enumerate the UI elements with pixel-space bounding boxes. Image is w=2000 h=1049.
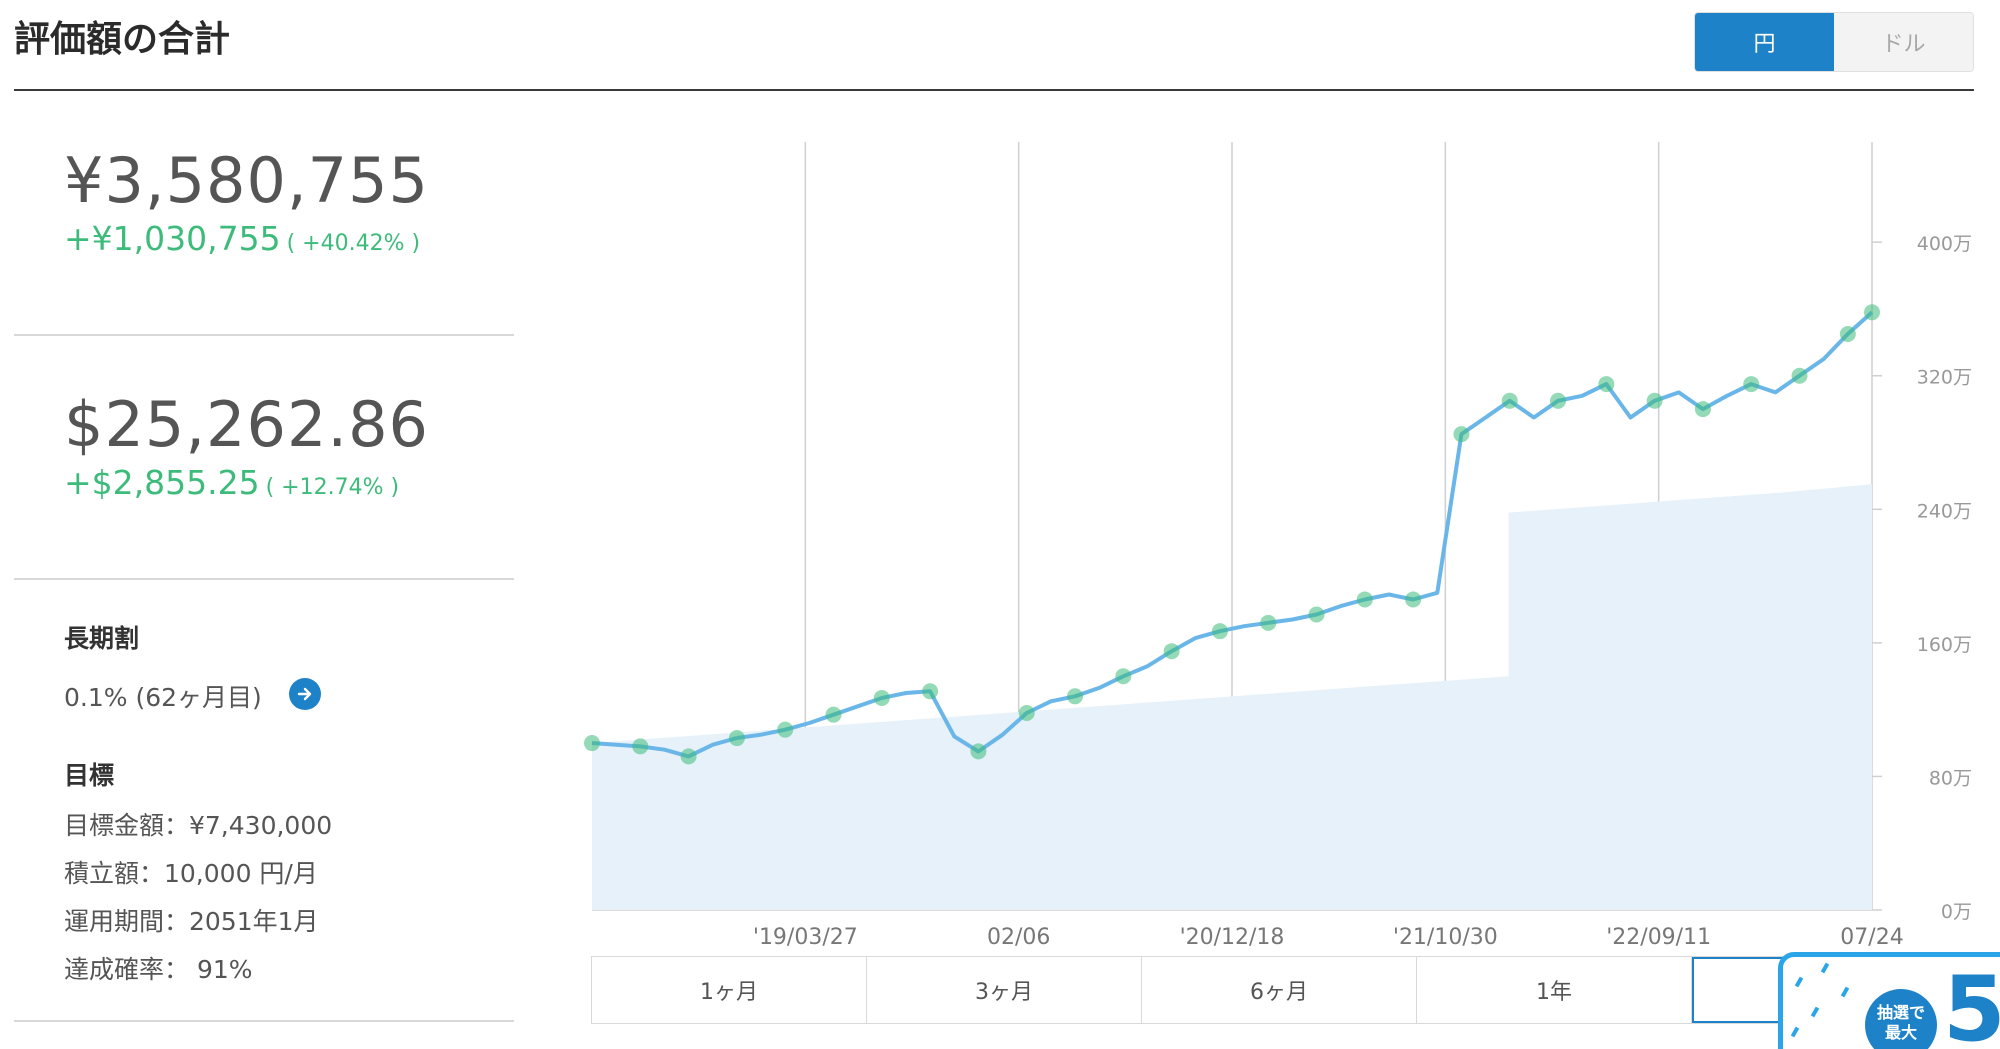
usd-gain: +$2,855.25( +12.74% ) (64, 463, 429, 502)
valuation-chart: '19/03/27 02/06 '20/12/18 '21/10/30 '22/09/1… (560, 130, 2000, 950)
trade-point (825, 706, 842, 723)
range-6-month-button[interactable]: 6ヶ月 (1142, 957, 1417, 1023)
trade-point (632, 738, 649, 755)
promo-badge-line1: 抽選で (1876, 1003, 1925, 1022)
y-tick-label: 240万 (1917, 500, 1972, 522)
trade-point (680, 748, 697, 765)
usd-gain-amount: +$2,855.25 (64, 463, 260, 502)
trade-point (777, 721, 794, 738)
usd-total-block: $25,262.86 +$2,855.25( +12.74% ) (64, 388, 429, 502)
trade-point (1211, 623, 1228, 640)
trade-point (1115, 668, 1132, 685)
yen-gain-percent: ( +40.42% ) (286, 231, 421, 256)
y-tick-label: 0万 (1941, 901, 1972, 923)
contribution-area (592, 484, 1872, 910)
y-tick-label: 320万 (1917, 367, 1972, 389)
header-divider (14, 89, 1974, 91)
x-tick-label: '19/03/27 (753, 925, 858, 950)
summary-panel: ¥3,580,755 +¥1,030,755( +40.42% ) $25,26… (0, 92, 520, 1044)
divider (14, 334, 514, 336)
arrow-right-icon (297, 687, 312, 701)
discount-detail-button[interactable] (289, 678, 321, 710)
trade-point (1501, 392, 1518, 409)
y-tick-label: 80万 (1929, 767, 1972, 789)
trade-point (1743, 376, 1760, 393)
trade-point (1405, 591, 1422, 608)
yen-total-amount: ¥3,580,755 (64, 144, 429, 217)
range-1-year-button[interactable]: 1年 (1417, 957, 1692, 1023)
range-3-month-button[interactable]: 3ヶ月 (867, 957, 1142, 1023)
goal-target-amount: 目標金額：¥7,430,000 (64, 811, 333, 840)
trade-point (1694, 401, 1711, 418)
trade-point (1260, 614, 1277, 631)
trade-point (922, 683, 939, 700)
goal-label: 目標 (64, 761, 115, 790)
range-1-month-button[interactable]: 1ヶ月 (592, 957, 867, 1023)
page-title: 評価額の合計 (14, 19, 231, 60)
trade-point (1356, 591, 1373, 608)
trade-point (1864, 304, 1880, 321)
promo-number: 5 (1943, 957, 2000, 1049)
promo-badge: 抽選で 最大 (1865, 989, 1937, 1049)
trade-point (970, 743, 987, 760)
trade-point (1791, 367, 1808, 384)
x-tick-label: 07/24 (1840, 925, 1903, 950)
y-tick-label: 160万 (1917, 634, 1972, 656)
trade-point (1453, 426, 1470, 443)
trade-point (1598, 376, 1615, 393)
yen-total-block: ¥3,580,755 +¥1,030,755( +40.42% ) (64, 144, 429, 258)
yen-gain: +¥1,030,755( +40.42% ) (64, 219, 429, 258)
x-tick-label: '20/12/18 (1180, 925, 1285, 950)
trade-point (728, 730, 745, 747)
y-tick-label: 400万 (1917, 233, 1972, 255)
yen-gain-amount: +¥1,030,755 (64, 219, 281, 258)
currency-toggle: 円 ドル (1694, 12, 1974, 72)
currency-yen-button[interactable]: 円 (1695, 13, 1834, 71)
usd-gain-percent: ( +12.74% ) (265, 475, 400, 500)
range-selector: 1ヶ月 3ヶ月 6ヶ月 1年 (591, 956, 1971, 1024)
x-tick-label: '21/10/30 (1393, 925, 1498, 950)
goal-probability: 達成確率： 91% (64, 955, 253, 984)
trade-point (584, 735, 600, 752)
chart-canvas: '19/03/27 02/06 '20/12/18 '21/10/30 '22/09/1… (584, 142, 1972, 950)
promo-banner[interactable]: 抽選で 最大 5 (1778, 952, 2000, 1049)
trade-point (1067, 688, 1084, 705)
trade-point (1163, 643, 1180, 660)
goal-monthly-contribution: 積立額：10,000 円/月 (64, 859, 318, 888)
trade-point (1646, 392, 1663, 409)
discount-label: 長期割 (64, 624, 140, 653)
trade-point (1018, 704, 1035, 721)
currency-dollar-button[interactable]: ドル (1834, 13, 1973, 71)
header: 評価額の合計 円 ドル (0, 0, 2000, 92)
trade-point (1308, 606, 1325, 623)
x-tick-label: '22/09/11 (1606, 925, 1711, 950)
trade-point (1839, 326, 1856, 342)
trade-point (873, 689, 890, 706)
trade-point (1550, 392, 1567, 409)
goal-period: 運用期間：2051年1月 (64, 907, 319, 936)
discount-value: 0.1% (62ヶ月目) (64, 683, 262, 712)
promo-badge-line2: 最大 (1884, 1023, 1917, 1042)
divider (14, 578, 514, 580)
usd-total-amount: $25,262.86 (64, 388, 429, 461)
x-tick-label: 02/06 (987, 925, 1050, 950)
divider (14, 1020, 514, 1022)
